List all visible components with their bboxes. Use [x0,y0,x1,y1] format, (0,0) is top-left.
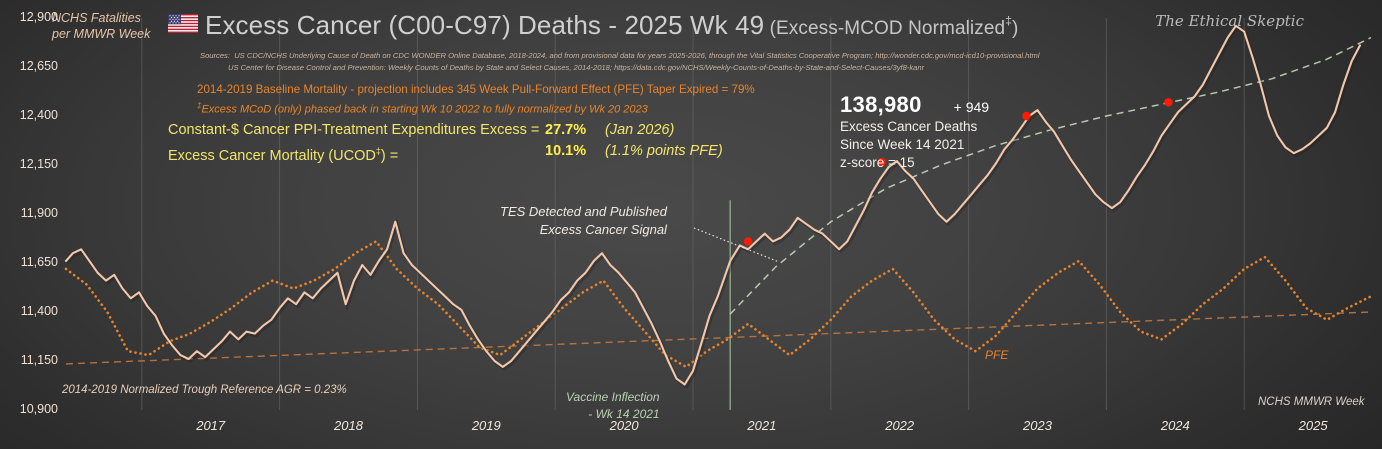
annotation-pfe-label: PFE [985,348,1009,362]
y-axis-title-line1: NCHS Fatalities [52,11,141,25]
sources-line-1: US CDC/NCHS Underlying Cause of Death on… [234,51,1040,60]
annotation-tes-line1: TES Detected and Published [500,204,667,219]
excess-deaths-caption: Excess Cancer Deaths [840,119,978,134]
stat-label-mortality: Excess Cancer Mortality (UCOD‡) = [168,141,398,167]
brand-watermark: The Ethical Skeptic [1155,12,1304,30]
methodology-notes: 2014-2019 Baseline Mortality - projectio… [197,82,755,118]
note-dagger-icon: ‡ [197,101,202,110]
sources-label: Sources: [200,51,230,60]
title-sub-close: ) [1011,18,1019,39]
stat-value-mortality: 10.1% [545,143,587,159]
excess-deaths-summary: 138,980 + 949 Excess Cancer Deaths Since … [840,92,989,172]
excess-deaths-zscore: z-score = 15 [840,155,915,170]
title-subtitle: (Excess-MCOD Normalized [769,18,1006,39]
annotation-tes-signal: TES Detected and Published Excess Cancer… [500,203,667,239]
stat-dagger-icon: ‡ [375,146,381,156]
stat-paren-ppi: (Jan 2026) [605,122,675,138]
stat-label-mortality-text: Excess Cancer Mortality (UCOD [168,147,376,164]
annotation-trough-reference: 2014-2019 Normalized Trough Reference AG… [62,384,347,396]
note-line-2: Excess MCoD (only) phased back in starti… [201,103,648,116]
stat-label-mortality-tail: ) = [380,147,399,164]
excess-deaths-total: 138,980 [840,92,922,117]
title-dagger-icon: ‡ [1005,13,1012,28]
annotation-tes-line2: Excess Cancer Signal [539,222,667,237]
annotation-vaccine-line1: Vaccine Inflection [566,390,660,404]
stat-value-ppi: 27.7% [545,122,587,138]
y-axis-title: NCHS Fatalities per MMWR Week [52,10,150,42]
title-main: Excess Cancer (C00-C97) Deaths - 2025 Wk… [205,10,765,40]
page-title: Excess Cancer (C00-C97) Deaths - 2025 Wk… [205,10,1018,41]
sources-line-2: US Center for Disease Control and Preven… [228,62,925,72]
stat-label-ppi: Constant-$ Cancer PPI-Treatment Expendit… [168,122,540,138]
y-axis-title-line2: per MMWR Week [52,27,151,41]
annotation-vaccine-inflection: Vaccine Inflection - Wk 14 2021 [566,389,660,423]
sources-block: Sources: US CDC/NCHS Underlying Cause of… [200,50,1040,73]
us-flag-icon [168,14,198,33]
excess-deaths-since: Since Week 14 2021 [840,137,965,152]
stat-paren-mortality: (1.1% points PFE) [605,143,723,159]
note-line-1: 2014-2019 Baseline Mortality - projectio… [197,83,755,96]
x-axis-title: NCHS MMWR Week [1258,396,1365,408]
excess-deaths-delta: + 949 [953,99,990,115]
annotation-vaccine-line2: - Wk 14 2021 [588,407,660,421]
